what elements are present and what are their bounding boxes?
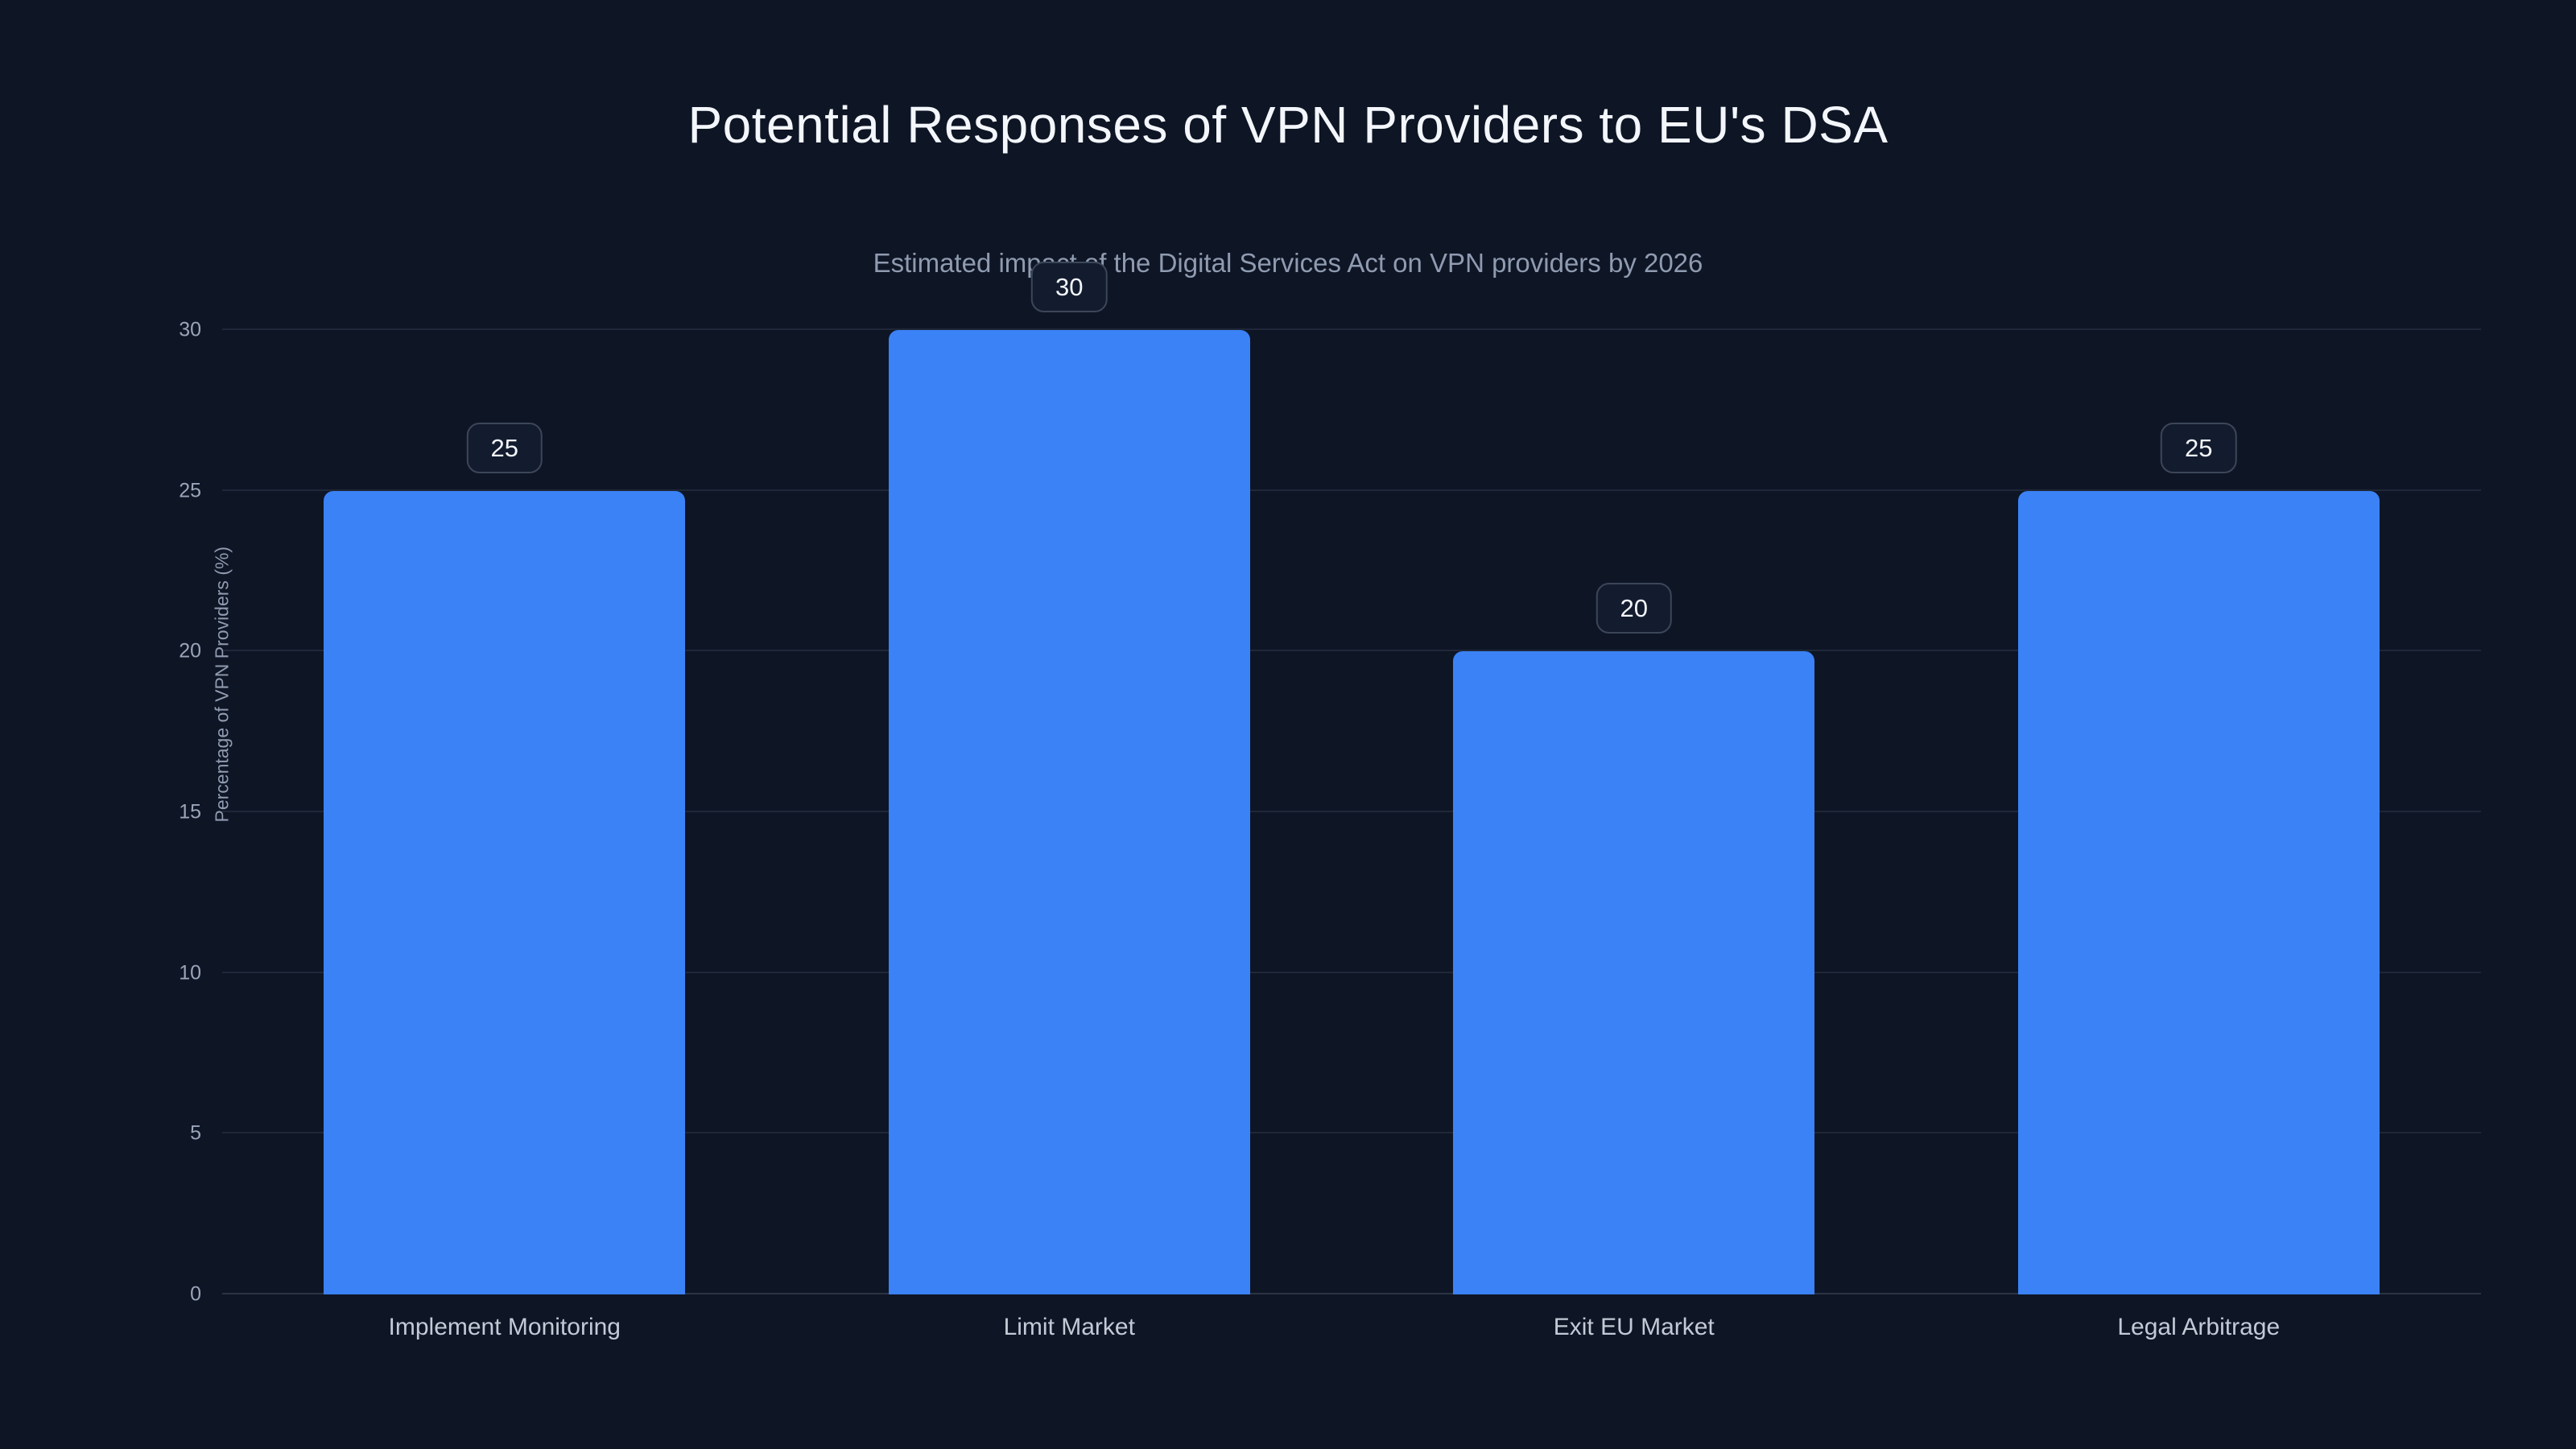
y-tick-label-25: 25 (179, 479, 201, 502)
gridline-30 (222, 328, 2481, 330)
chart-title: Potential Responses of VPN Providers to … (687, 96, 1889, 154)
bar-slot-1: 30 (787, 262, 1352, 1294)
value-label-2: 20 (1596, 583, 1672, 634)
gridline-20 (222, 650, 2481, 652)
bar-limit-market (888, 330, 1250, 1294)
x-axis-labels: Implement Monitoring Limit Market Exit EU … (222, 1314, 2481, 1341)
value-label-0: 25 (466, 422, 543, 473)
y-tick-label-10: 10 (179, 961, 201, 985)
chart-subtitle: Estimated impact of the Digital Services… (873, 248, 1703, 278)
x-axis-label-2: Exit EU Market (1553, 1314, 1715, 1340)
value-label-3: 25 (2161, 422, 2237, 473)
y-tick-label-15: 15 (179, 800, 201, 824)
gridline-10 (222, 971, 2481, 973)
gridline-0 (222, 1293, 2481, 1294)
gridline-15 (222, 811, 2481, 812)
plot-area: 0 5 10 15 20 25 30 25 30 20 25 (179, 262, 2482, 1306)
x-axis-label-0: Implement Monitoring (388, 1314, 621, 1340)
bar-slot-0: 25 (222, 330, 787, 1294)
bars-layer: 25 30 20 25 (222, 262, 2482, 1294)
y-tick-label-30: 30 (179, 318, 201, 341)
bar-slot-2: 20 (1352, 330, 1917, 1294)
y-tick-label-20: 20 (179, 639, 201, 663)
gridline-25 (222, 489, 2481, 491)
y-tick-label-0: 0 (190, 1282, 201, 1306)
bar-exit-eu-market (1453, 651, 1815, 1294)
x-axis-label-3: Legal Arbitrage (2117, 1314, 2281, 1340)
bar-implement-monitoring (324, 490, 686, 1294)
value-label-1: 30 (1031, 262, 1108, 312)
bar-slot-3: 25 (1917, 330, 2482, 1294)
y-tick-label-5: 5 (190, 1121, 201, 1145)
bar-legal-arbitrage (2017, 490, 2380, 1294)
x-axis-label-1: Limit Market (1003, 1314, 1135, 1340)
gridline-5 (222, 1132, 2481, 1134)
